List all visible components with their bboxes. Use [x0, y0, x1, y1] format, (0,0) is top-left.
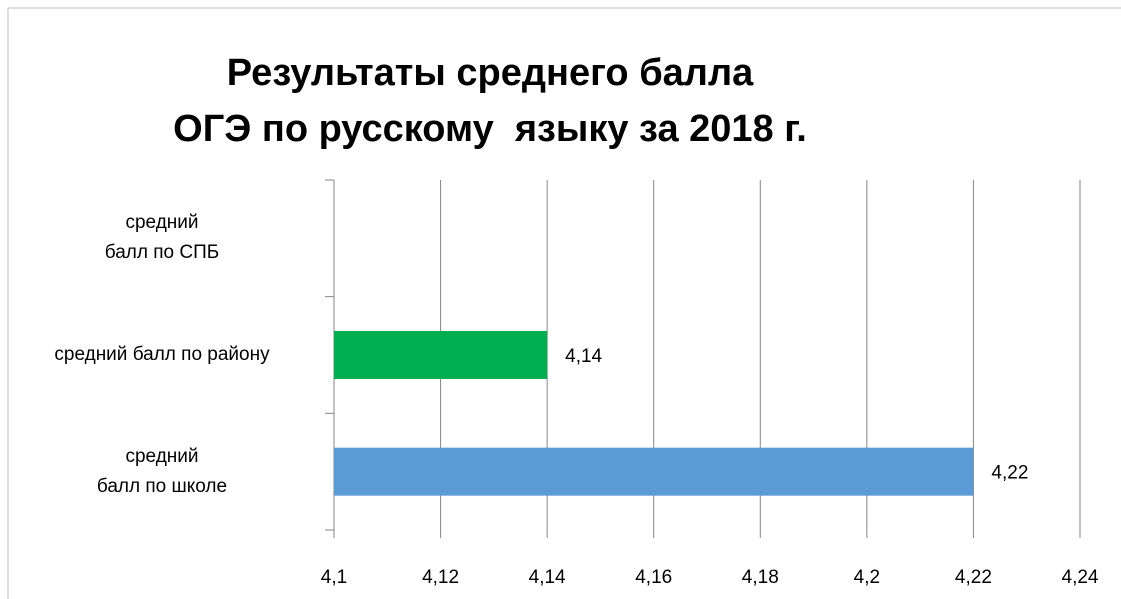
bar — [334, 331, 548, 379]
y-tick-label: средний балл по СПБ — [104, 212, 220, 264]
x-tick-label: 4,14 — [529, 567, 566, 588]
y-tick-label: средний балл по району — [54, 344, 270, 365]
data-label: 4,22 — [991, 463, 1028, 484]
x-tick-label: 4,22 — [955, 567, 992, 588]
chart-border — [7, 7, 1121, 599]
data-label: 4,14 — [565, 346, 602, 367]
x-tick-label: 4,24 — [1062, 567, 1099, 588]
x-tick-label: 4,12 — [422, 567, 459, 588]
x-tick-label: 4,18 — [742, 567, 779, 588]
x-tick-label: 4,1 — [321, 567, 347, 588]
y-tick-label: средний балл по школе — [96, 445, 228, 497]
x-tick-label: 4,2 — [854, 567, 880, 588]
x-tick-label: 4,16 — [635, 567, 672, 588]
chart-title: Результаты среднего балла ОГЭ по русском… — [173, 52, 807, 150]
bar — [334, 447, 974, 496]
